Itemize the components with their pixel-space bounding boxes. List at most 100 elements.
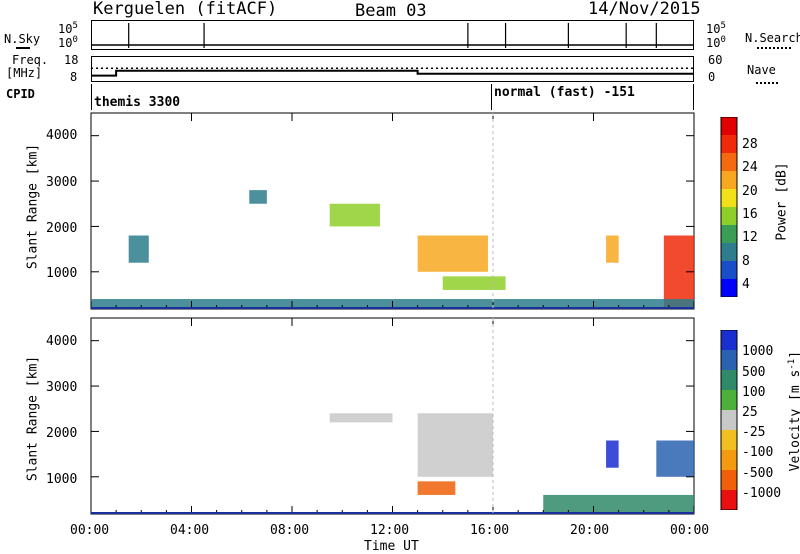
freq-unit: [MHz] xyxy=(6,66,43,80)
velocity-region xyxy=(329,413,393,423)
power-cb-swatch xyxy=(721,279,737,297)
power-cb-tick-24: 24 xyxy=(742,160,758,175)
power-region xyxy=(417,235,488,272)
power-cb-border xyxy=(720,117,738,297)
xtick-2: 08:00 xyxy=(270,523,310,538)
power-cb-swatch xyxy=(721,207,737,226)
nsky-ytick-bottom: 100 xyxy=(58,35,78,50)
power-cb-tick-12: 12 xyxy=(742,230,758,245)
power-cb-tick-4: 4 xyxy=(742,277,750,292)
velocity-region xyxy=(543,494,694,514)
power-cb-tick-20: 20 xyxy=(742,184,758,199)
vel-cb-swatch xyxy=(721,470,737,491)
power-cb-tick-16: 16 xyxy=(742,207,758,222)
xtick-6: 00:00 xyxy=(670,523,710,538)
vel-cb-tick-1000: 1000 xyxy=(742,344,774,359)
vel-ytick-1000: 1000 xyxy=(46,472,78,487)
velocity-cb-label: Velocity [m s-1] xyxy=(786,351,800,472)
nsky-panel xyxy=(91,20,694,50)
nave-ytick-bottom: 0 xyxy=(708,70,716,84)
vel-ytick-3000: 3000 xyxy=(46,380,78,395)
velocity-region xyxy=(656,440,694,477)
velocity-ylabel: Slant Range [km] xyxy=(25,355,41,482)
power-ylabel: Slant Range [km] xyxy=(25,143,41,270)
date-title: 14/Nov/2015 xyxy=(588,0,701,19)
power-region xyxy=(329,203,380,227)
vel-cb-tick-m100: -100 xyxy=(742,445,774,460)
vel-cb-tick-m25: -25 xyxy=(742,425,766,440)
power-region xyxy=(128,235,149,263)
velocity-region xyxy=(606,440,619,468)
xtick-5: 20:00 xyxy=(570,523,610,538)
power-cb-swatch xyxy=(721,225,737,244)
power-region xyxy=(606,235,619,263)
vel-cb-tick-m500: -500 xyxy=(742,466,774,481)
nsearch-legend-line xyxy=(757,47,791,49)
vel-cb-tick-25: 25 xyxy=(742,405,758,420)
velocity-panel xyxy=(90,317,695,515)
vel-cb-tick-m1000: -1000 xyxy=(742,486,782,501)
vel-cb-swatch xyxy=(721,390,737,411)
cpid-label: CPID xyxy=(6,87,35,101)
freq-ytick-bottom: 8 xyxy=(70,70,78,84)
xtick-3: 12:00 xyxy=(370,523,410,538)
vel-cb-swatch xyxy=(721,410,737,431)
power-ytick-4000: 4000 xyxy=(46,128,78,143)
vel-cb-swatch xyxy=(721,430,737,451)
power-colorbar xyxy=(720,117,738,297)
power-cb-label: Power [dB] xyxy=(774,162,790,241)
nsky-ytick-top: 105 xyxy=(58,21,78,36)
vel-cb-swatch xyxy=(721,350,737,371)
power-cb-swatch xyxy=(721,135,737,154)
cpid-divider xyxy=(491,84,492,110)
nave-legend-line xyxy=(756,82,778,84)
power-cb-swatch xyxy=(721,189,737,208)
nsearch-label: N.Search xyxy=(745,31,800,45)
power-cb-swatch xyxy=(721,243,737,262)
velocity-region xyxy=(417,481,456,495)
power-cb-swatch xyxy=(721,117,737,136)
power-region xyxy=(442,276,506,290)
freq-panel xyxy=(91,56,694,82)
power-ytick-2000: 2000 xyxy=(46,221,78,236)
power-frame xyxy=(90,112,695,310)
power-cb-swatch xyxy=(721,153,737,172)
vel-cb-swatch xyxy=(721,490,737,510)
vel-cb-swatch xyxy=(721,450,737,471)
beam-title: Beam 03 xyxy=(355,1,427,21)
cpid-bar xyxy=(91,84,694,110)
power-cb-swatch xyxy=(721,171,737,190)
vel-cb-swatch xyxy=(721,370,737,391)
nave-ytick-top: 60 xyxy=(708,53,723,67)
freq-series xyxy=(91,69,694,77)
xtick-1: 04:00 xyxy=(170,523,210,538)
vel-cb-border xyxy=(720,330,738,510)
nsky-legend-line xyxy=(16,47,30,49)
nsearch-ytick-top: 105 xyxy=(706,21,726,36)
xaxis-label: Time UT xyxy=(364,539,419,554)
power-cb-tick-8: 8 xyxy=(742,254,750,269)
freq-label: Freq. xyxy=(12,53,49,67)
xtick-4: 16:00 xyxy=(470,523,510,538)
vel-cb-tick-500: 500 xyxy=(742,365,766,380)
power-ytick-1000: 1000 xyxy=(46,266,78,281)
vel-cb-tick-100: 100 xyxy=(742,385,766,400)
nsearch-ytick-bottom: 100 xyxy=(706,35,726,50)
power-region xyxy=(249,190,267,204)
vel-ytick-4000: 4000 xyxy=(46,334,78,349)
power-ytick-3000: 3000 xyxy=(46,175,78,190)
power-cb-swatch xyxy=(721,261,737,280)
station-title: Kerguelen (fitACF) xyxy=(93,0,278,19)
freq-ytick-top: 18 xyxy=(64,53,79,67)
vel-cb-swatch xyxy=(721,330,737,351)
vel-ytick-2000: 2000 xyxy=(46,426,78,441)
cpid-segment-1: themis 3300 xyxy=(94,95,181,110)
xtick-0: 00:00 xyxy=(70,523,110,538)
velocity-colorbar xyxy=(720,330,738,510)
cpid-segment-2: normal (fast) -151 xyxy=(494,85,635,100)
velocity-region xyxy=(417,413,493,477)
power-cb-tick-28: 28 xyxy=(742,137,758,152)
power-panel xyxy=(90,112,695,310)
nave-label: Nave xyxy=(747,63,776,77)
